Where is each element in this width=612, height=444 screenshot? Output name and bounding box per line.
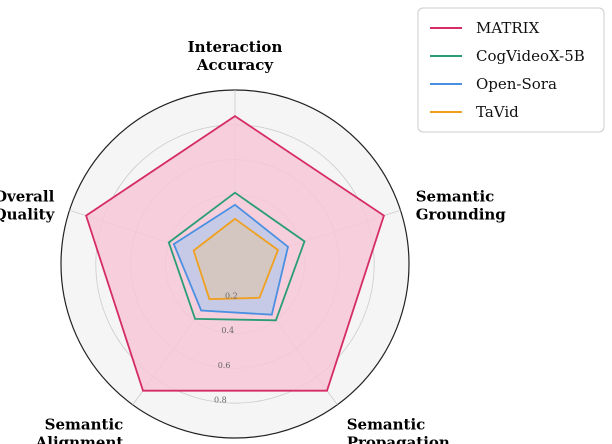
tick-label: 0.4 [221,326,234,335]
series-area [193,218,278,300]
series-cogvideox-5b [167,191,306,322]
legend-label: Open-Sora [476,75,557,93]
series-tavid [192,217,280,301]
axis-label: Overall Quality [0,187,56,223]
axis-label: Interaction Accuracy [188,38,283,74]
axis-label: Semantic Propagation [347,416,450,444]
radar-series [85,115,385,392]
tick-label: 0.8 [214,395,227,404]
series-outline [85,115,385,392]
legend-label: CogVideoX-5B [476,47,585,65]
axis-label: Semantic Grounding [416,187,507,223]
radial-tick-labels: 0.2 0.4 0.6 0.8 [214,292,238,405]
legend: MATRIX CogVideoX-5B Open-Sora TaVid [417,7,605,133]
legend-item: Open-Sora [430,75,557,93]
axis-labels: Interaction Accuracy Semantic Grounding Sema… [0,38,506,444]
legend-item: CogVideoX-5B [430,47,585,65]
legend-item: TaVid [430,103,519,121]
series-outline [172,203,290,316]
axis-label: Semantic Alignment [35,416,124,444]
series-outline [167,191,306,322]
legend-label: TaVid [476,103,519,121]
legend-box [417,7,605,133]
tick-label: 0.2 [225,292,238,301]
legend-item: MATRIX [430,19,540,37]
tick-label: 0.6 [218,361,231,370]
series-outline [192,217,280,301]
legend-label: MATRIX [476,19,540,37]
